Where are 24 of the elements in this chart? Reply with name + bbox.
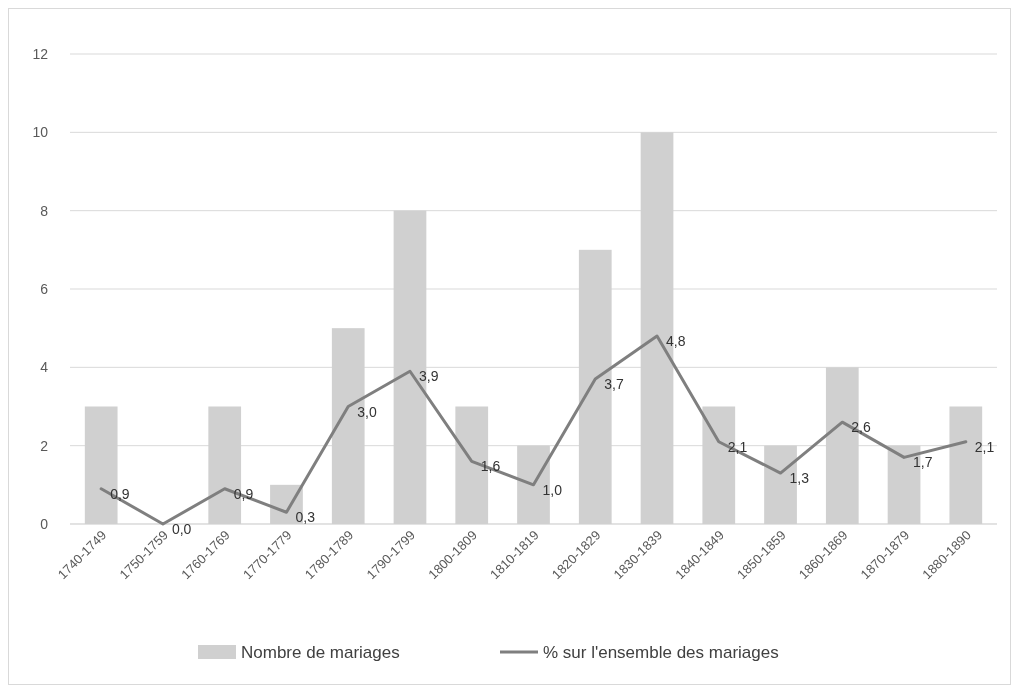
data-label: 2,6	[851, 419, 871, 436]
data-label: 1,6	[480, 458, 501, 475]
y-tick-label: 2	[40, 437, 49, 454]
data-label: 4,8	[666, 333, 686, 349]
data-label: 3,7	[604, 376, 624, 393]
data-label: 0,9	[233, 485, 254, 502]
legend-label: % sur l'ensemble des mariages	[543, 642, 779, 662]
data-label: 2,1	[727, 438, 748, 455]
data-label: 0,3	[295, 509, 316, 526]
y-tick-label: 6	[40, 280, 49, 297]
legend-label: Nombre de mariages	[241, 642, 400, 662]
line-series	[99, 334, 968, 526]
data-label: 3,9	[418, 368, 439, 385]
y-tick-label: 10	[32, 124, 49, 141]
y-tick-label: 8	[40, 202, 49, 219]
y-tick-label: 12	[32, 45, 49, 62]
data-label: 1,0	[542, 481, 563, 498]
data-label: 0,9	[110, 485, 130, 502]
y-tick-label: 4	[40, 359, 49, 376]
data-label: 1,3	[789, 470, 810, 487]
y-tick-label: 0	[40, 515, 49, 532]
data-label: 2,1	[974, 438, 995, 455]
data-label: 1,7	[913, 454, 933, 471]
data-label: 3,0	[357, 403, 377, 420]
